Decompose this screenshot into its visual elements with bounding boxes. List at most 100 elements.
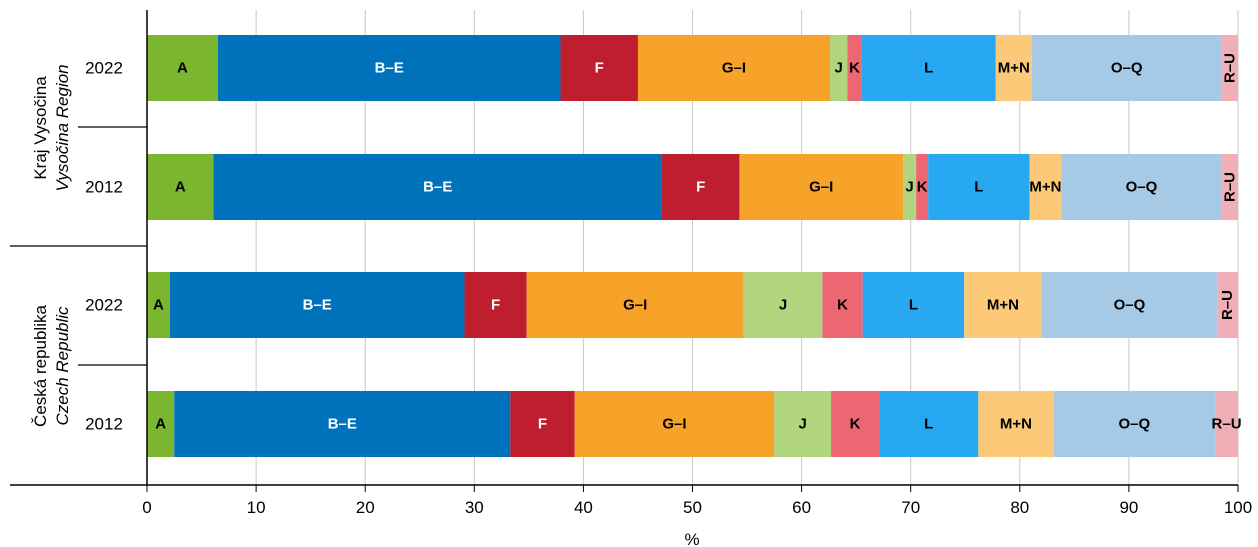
x-tick-label: 60: [792, 498, 811, 517]
x-tick-label: 0: [142, 498, 151, 517]
bar-segment: [1053, 391, 1216, 457]
bar-segment-label: L: [909, 297, 918, 314]
bar-segment-label: L: [974, 179, 983, 196]
bar-segment-label: B–E: [303, 297, 332, 314]
x-tick-label: 40: [574, 498, 593, 517]
bar-segment: [847, 35, 862, 101]
x-tick-label: 90: [1119, 498, 1138, 517]
bar-segment: [147, 154, 214, 220]
bar-segment: [1031, 35, 1222, 101]
bar-segment: [217, 35, 561, 101]
bar-segment-label: A: [177, 60, 188, 77]
group-label-en: Vysočina Region: [53, 64, 72, 191]
bar-segment-label: K: [837, 297, 848, 314]
bar-segment: [174, 391, 511, 457]
bar-segment-label: G–I: [662, 416, 686, 433]
bar-segment-label: K: [849, 60, 860, 77]
bar-segment-label: J: [799, 416, 807, 433]
bar-segment: [574, 391, 775, 457]
bar-segment: [928, 154, 1030, 220]
bar-segment-label: F: [491, 297, 500, 314]
bar-segment: [147, 35, 218, 101]
bar-segment-label: O–Q: [1111, 60, 1143, 77]
bar-segment-label: F: [538, 416, 547, 433]
bar-segment-label: R–U: [1221, 172, 1238, 202]
bar-segment: [879, 391, 979, 457]
bar-segment-label: B–E: [375, 60, 404, 77]
x-tick-label: 30: [465, 498, 484, 517]
bar-segment-label: K: [917, 179, 928, 196]
year-label: 2012: [85, 415, 123, 434]
bar-segment-label: A: [175, 179, 186, 196]
bar-segment-label: L: [924, 416, 933, 433]
bar-segment-label: O–Q: [1126, 179, 1158, 196]
bar-segment-label: R–U: [1221, 53, 1238, 83]
bar-segment: [147, 272, 170, 338]
bar-segment: [1215, 391, 1238, 457]
bar-segment: [510, 391, 575, 457]
bar-segment: [560, 35, 638, 101]
bar-segment: [978, 391, 1054, 457]
bar-segment: [829, 35, 848, 101]
bar-segment-label: R–U: [1219, 290, 1236, 320]
bar-segment-label: G–I: [722, 60, 746, 77]
bar-segment: [916, 154, 929, 220]
bar-segment: [831, 391, 880, 457]
bar-segment-label: J: [905, 179, 913, 196]
x-tick-label: 80: [1010, 498, 1029, 517]
bar-segment: [822, 272, 863, 338]
bar-segment: [774, 391, 832, 457]
bar-segment: [743, 272, 823, 338]
bar-segment-label: M+N: [1000, 416, 1032, 433]
bar-segment-label: F: [696, 179, 705, 196]
bar-segment: [213, 154, 662, 220]
bar-segment-label: J: [835, 60, 843, 77]
bar-segment-label: M+N: [1029, 179, 1061, 196]
bar-segment-label: R–U: [1212, 416, 1242, 433]
bar-segment: [861, 35, 996, 101]
bar-segment: [739, 154, 904, 220]
year-label: 2012: [85, 178, 123, 197]
group-label-en: Czech Republic: [53, 306, 72, 426]
bar-segment: [1221, 35, 1238, 101]
bar-segment-label: K: [850, 416, 861, 433]
bar-segment: [661, 154, 740, 220]
bar-segment: [1041, 272, 1218, 338]
bar-segment: [964, 272, 1042, 338]
bars: [147, 35, 1238, 457]
bar-segment: [903, 154, 917, 220]
group-label: Kraj Vysočina: [31, 76, 50, 180]
bar-segment: [1029, 154, 1062, 220]
x-tick-label: 50: [683, 498, 702, 517]
bar-segment-label: J: [779, 297, 787, 314]
bar-segment: [862, 272, 965, 338]
bar-segment: [147, 391, 175, 457]
bar-segment-label: M+N: [987, 297, 1019, 314]
bar-segment: [464, 272, 527, 338]
bar-segment-label: G–I: [809, 179, 833, 196]
x-tick-label: 10: [247, 498, 266, 517]
x-axis-label: %: [684, 530, 699, 547]
axes: [10, 10, 1239, 492]
bar-segment: [637, 35, 830, 101]
bar-segment-label: A: [155, 416, 166, 433]
bar-segment-label: F: [595, 60, 604, 77]
bar-segment-label: G–I: [623, 297, 647, 314]
bar-segment: [1217, 272, 1238, 338]
x-tick-label: 70: [901, 498, 920, 517]
x-tick-label: 20: [356, 498, 375, 517]
x-tick-label: 100: [1224, 498, 1252, 517]
bar-segment-label: L: [924, 60, 933, 77]
bar-segment-label: O–Q: [1119, 416, 1151, 433]
bar-segment: [1061, 154, 1222, 220]
bar-segment-label: O–Q: [1114, 297, 1146, 314]
year-label: 2022: [85, 59, 123, 78]
bar-segment-label: B–E: [423, 179, 452, 196]
bar-segment-label: M+N: [998, 60, 1030, 77]
year-label: 2022: [85, 296, 123, 315]
group-label: Česká republika: [31, 305, 50, 427]
bar-segment-label: B–E: [328, 416, 357, 433]
bar-segment: [169, 272, 465, 338]
